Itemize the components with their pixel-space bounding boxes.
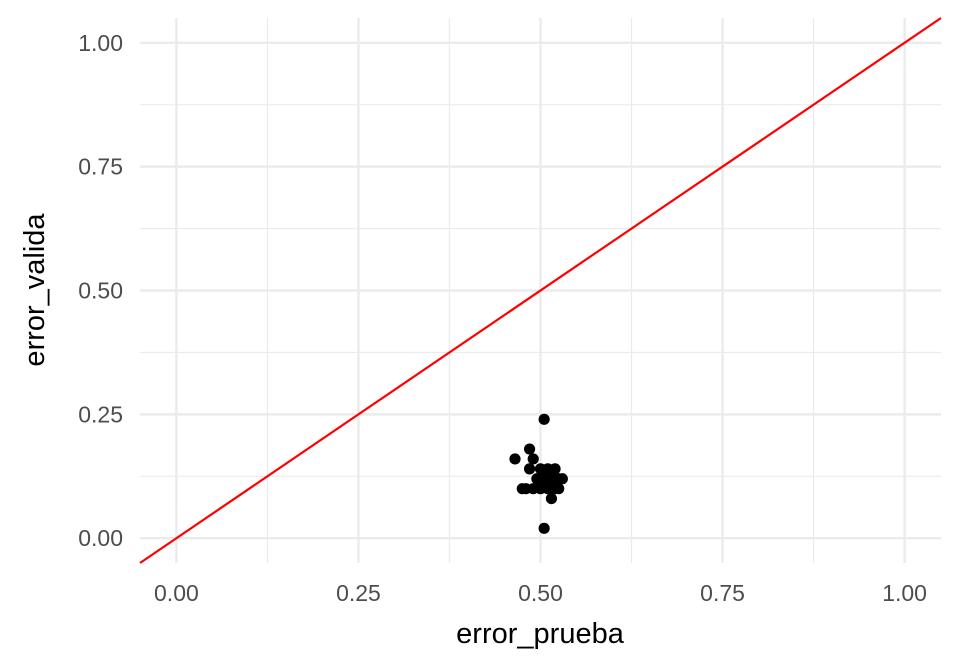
data-point (523, 463, 536, 475)
y-axis-tick-labels: 0.00 0.25 0.50 0.75 1.00 (78, 30, 123, 551)
y-tick-label: 0.25 (78, 401, 123, 427)
x-tick-label: 0.75 (700, 580, 745, 606)
data-point (538, 413, 550, 425)
data-point (509, 453, 521, 465)
data-point (553, 483, 565, 495)
x-axis-title: error_prueba (456, 618, 625, 650)
reference-line-layer (139, 17, 942, 564)
data-point (549, 463, 561, 475)
y-tick-label: 0.50 (78, 278, 123, 304)
points-layer (509, 413, 568, 534)
data-point (523, 443, 536, 455)
x-tick-label: 0.50 (518, 580, 563, 606)
major-gridlines (140, 18, 941, 563)
y-tick-label: 0.75 (78, 154, 123, 180)
y-tick-label: 0.00 (78, 525, 123, 551)
reference-line-identity (139, 17, 942, 564)
x-tick-label: 1.00 (882, 580, 927, 606)
x-tick-label: 0.00 (154, 580, 199, 606)
x-axis-tick-labels: 0.00 0.25 0.50 0.75 1.00 (154, 580, 927, 606)
y-tick-label: 1.00 (78, 30, 123, 56)
data-point (527, 453, 539, 465)
data-point (545, 492, 558, 505)
x-tick-label: 0.25 (336, 580, 381, 606)
data-point (538, 522, 550, 534)
y-axis-title: error_valida (19, 213, 51, 367)
